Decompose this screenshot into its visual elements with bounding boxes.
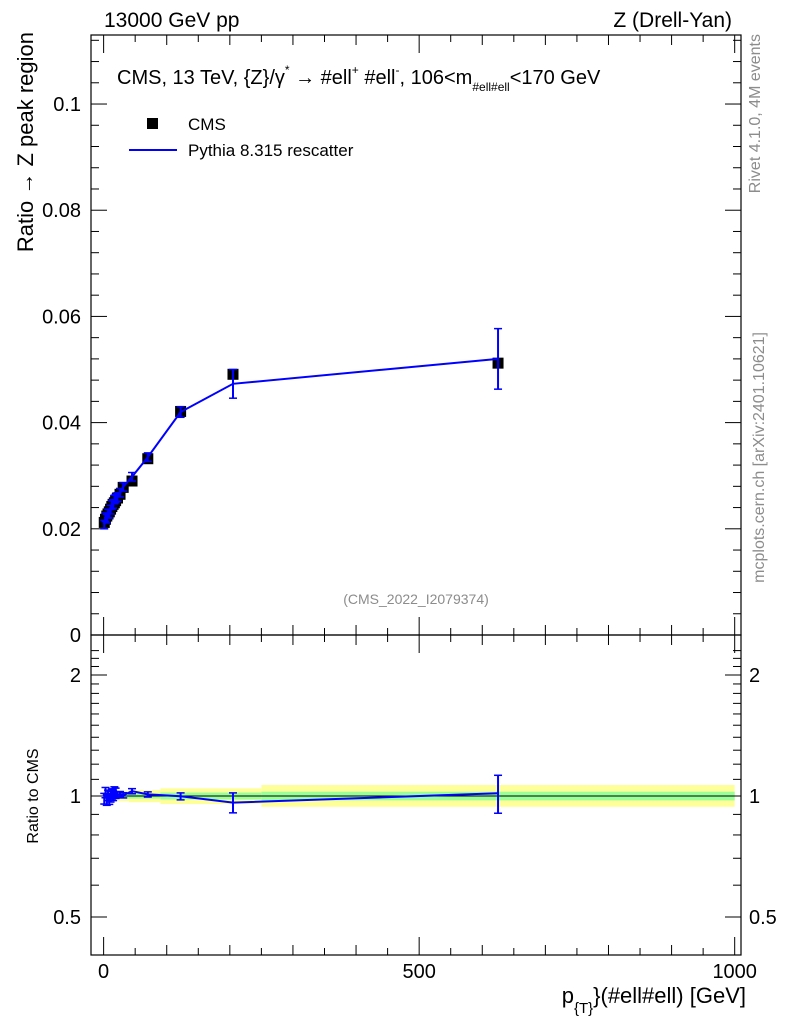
- ratio-y-tick-label-right: 2: [749, 665, 760, 687]
- main-title: CMS, 13 TeV, {Z}/γ* → #ell+ #ell-, 106<m…: [117, 63, 601, 94]
- main-panel: 0 0.02 0.04 0.06 0.08 0.1 Ratio → Z peak regi…: [13, 32, 742, 647]
- ratio-y-tick-label-right: 1: [749, 786, 760, 808]
- x-axis-label: p{T}}(#ell#ell) [GeV]: [562, 983, 746, 1017]
- analysis-watermark: (CMS_2022_I2079374): [343, 591, 489, 607]
- legend: CMS Pythia 8.315 rescatter: [129, 115, 354, 160]
- y-tick-label: 0.06: [42, 306, 81, 328]
- mcplots-label: mcplots.cern.ch [arXiv:2401.10621]: [751, 332, 768, 583]
- main-x-axis: [103, 35, 736, 635]
- ratio-panel: 0.5 0.5 1 1 2 2 0 500 1000 Ratio to CMS: [25, 634, 777, 983]
- pythia-line: [103, 357, 499, 525]
- ratio-x-axis: 0 500 1000: [98, 635, 757, 983]
- ratio-y-tick-label: 0.5: [53, 907, 81, 929]
- y-tick-label: 0.04: [42, 413, 81, 435]
- ratio-y-tick-label: 2: [70, 665, 81, 687]
- header-left: 13000 GeV pp: [104, 9, 239, 32]
- main-y-axis-label: Ratio → Z peak region: [13, 32, 38, 252]
- legend-pythia-label: Pythia 8.315 rescatter: [188, 141, 354, 160]
- rivet-version-label: Rivet 4.1.0, 4M events: [747, 34, 764, 193]
- main-y-axis: 0 0.02 0.04 0.06 0.08 0.1: [42, 39, 741, 647]
- ratio-y-axis-label: Ratio to CMS: [25, 748, 42, 843]
- header-right: Z (Drell-Yan): [613, 9, 732, 32]
- x-tick-label: 500: [402, 961, 435, 983]
- y-tick-label: 0.1: [53, 94, 81, 116]
- y-tick-label: 0.08: [42, 200, 81, 222]
- ratio-y-tick-label: 1: [70, 786, 81, 808]
- x-tick-label: 0: [98, 961, 109, 983]
- ratio-y-tick-label-right: 0.5: [749, 907, 777, 929]
- legend-cms-marker: [147, 118, 158, 129]
- y-tick-label: 0.02: [42, 519, 81, 541]
- ratio-frame: [90, 634, 742, 956]
- legend-cms-label: CMS: [188, 115, 226, 134]
- x-tick-label: 1000: [712, 961, 757, 983]
- y-tick-label: 0: [70, 625, 81, 647]
